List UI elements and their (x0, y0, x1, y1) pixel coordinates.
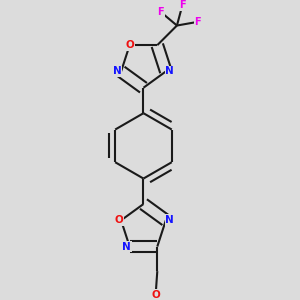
Text: N: N (122, 242, 131, 252)
Text: O: O (125, 40, 134, 50)
Text: O: O (114, 215, 123, 225)
Text: F: F (157, 7, 164, 17)
Text: N: N (165, 67, 174, 76)
Text: F: F (179, 0, 186, 10)
Text: N: N (113, 67, 122, 76)
Text: N: N (165, 215, 174, 225)
Text: O: O (151, 290, 160, 300)
Text: F: F (194, 17, 201, 27)
